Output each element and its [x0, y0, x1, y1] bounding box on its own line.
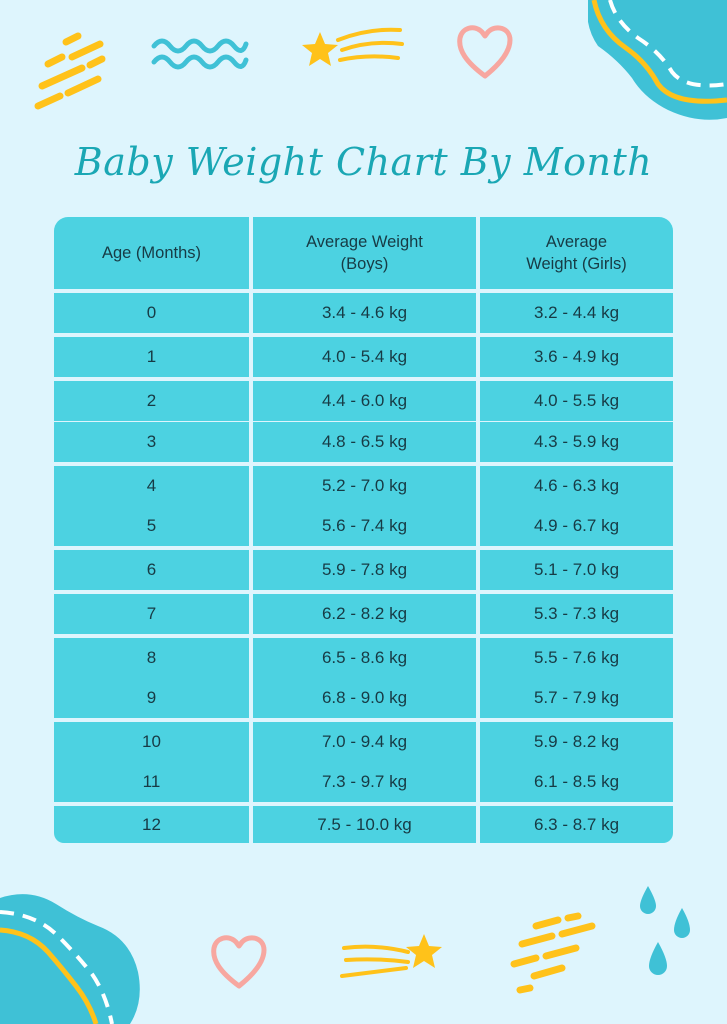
- age-cell: 5: [54, 506, 249, 546]
- age-cell: 4: [54, 466, 249, 506]
- blob-icon: [588, 0, 727, 120]
- age-cell: 11: [54, 762, 249, 802]
- raindrop-icon: [640, 886, 690, 975]
- age-cell: 6: [54, 550, 249, 590]
- table-row: 10 7.0 - 9.4 kg 5.9 - 8.2 kg: [54, 722, 673, 762]
- page-title: Baby Weight Chart By Month: [74, 140, 653, 184]
- table-row: 8 6.5 - 8.6 kg 5.5 - 7.6 kg: [54, 638, 673, 678]
- boys-weight-cell: 6.8 - 9.0 kg: [253, 678, 476, 718]
- wave-icon: [151, 38, 249, 70]
- girls-weight-cell: 3.6 - 4.9 kg: [480, 337, 673, 377]
- boys-weight-cell: 5.6 - 7.4 kg: [253, 506, 476, 546]
- table-row: 12 7.5 - 10.0 kg 6.3 - 8.7 kg: [54, 806, 673, 843]
- table-header-row: Age (Months) Average Weight (Boys) Avera…: [54, 217, 673, 289]
- boys-weight-cell: 4.4 - 6.0 kg: [253, 381, 476, 421]
- boys-weight-cell: 5.9 - 7.8 kg: [253, 550, 476, 590]
- age-cell: 3: [54, 422, 249, 462]
- girls-weight-cell: 4.0 - 5.5 kg: [480, 381, 673, 421]
- girls-weight-cell: 6.3 - 8.7 kg: [480, 806, 673, 843]
- table-row: 9 6.8 - 9.0 kg 5.7 - 7.9 kg: [54, 678, 673, 718]
- table-row: 2 4.4 - 6.0 kg 4.0 - 5.5 kg: [54, 381, 673, 421]
- girls-weight-cell: 5.3 - 7.3 kg: [480, 594, 673, 634]
- girls-weight-cell: 5.7 - 7.9 kg: [480, 678, 673, 718]
- boys-weight-cell: 7.3 - 9.7 kg: [253, 762, 476, 802]
- table-row: 11 7.3 - 9.7 kg 6.1 - 8.5 kg: [54, 762, 673, 802]
- boys-weight-cell: 5.2 - 7.0 kg: [253, 466, 476, 506]
- girls-weight-cell: 4.6 - 6.3 kg: [480, 466, 673, 506]
- girls-weight-cell: 5.1 - 7.0 kg: [480, 550, 673, 590]
- girls-weight-cell: 4.9 - 6.7 kg: [480, 506, 673, 546]
- table-row: 4 5.2 - 7.0 kg 4.6 - 6.3 kg: [54, 466, 673, 506]
- boys-weight-cell: 7.5 - 10.0 kg: [253, 806, 476, 843]
- girls-weight-cell: 4.3 - 5.9 kg: [480, 422, 673, 462]
- table-row: 3 4.8 - 6.5 kg 4.3 - 5.9 kg: [54, 422, 673, 462]
- shooting-star-icon: [340, 934, 442, 978]
- age-cell: 1: [54, 337, 249, 377]
- heart-icon: [211, 935, 267, 989]
- dash-marks-icon: [510, 912, 596, 994]
- girls-weight-cell: 5.5 - 7.6 kg: [480, 638, 673, 678]
- girls-weight-cell: 5.9 - 8.2 kg: [480, 722, 673, 762]
- girls-weight-cell: 3.2 - 4.4 kg: [480, 293, 673, 333]
- blob-icon: [0, 894, 140, 1024]
- boys-weight-cell: 6.2 - 8.2 kg: [253, 594, 476, 634]
- boys-weight-cell: 7.0 - 9.4 kg: [253, 722, 476, 762]
- table-row: 7 6.2 - 8.2 kg 5.3 - 7.3 kg: [54, 594, 673, 634]
- age-cell: 7: [54, 594, 249, 634]
- age-cell: 9: [54, 678, 249, 718]
- boys-weight-cell: 6.5 - 8.6 kg: [253, 638, 476, 678]
- age-cell: 10: [54, 722, 249, 762]
- boys-weight-cell: 3.4 - 4.6 kg: [253, 293, 476, 333]
- table-row: 6 5.9 - 7.8 kg 5.1 - 7.0 kg: [54, 550, 673, 590]
- age-cell: 12: [54, 806, 249, 843]
- age-cell: 0: [54, 293, 249, 333]
- heart-icon: [457, 25, 513, 79]
- table-row: 5 5.6 - 7.4 kg 4.9 - 6.7 kg: [54, 506, 673, 546]
- table-row: 1 4.0 - 5.4 kg 3.6 - 4.9 kg: [54, 337, 673, 377]
- age-cell: 8: [54, 638, 249, 678]
- header-girls: Average Weight (Girls): [480, 217, 673, 289]
- header-boys: Average Weight (Boys): [253, 217, 476, 289]
- weight-table: Age (Months) Average Weight (Boys) Avera…: [54, 217, 673, 843]
- girls-weight-cell: 6.1 - 8.5 kg: [480, 762, 673, 802]
- table-row: 0 3.4 - 4.6 kg 3.2 - 4.4 kg: [54, 293, 673, 333]
- header-age: Age (Months): [54, 217, 249, 289]
- boys-weight-cell: 4.0 - 5.4 kg: [253, 337, 476, 377]
- boys-weight-cell: 4.8 - 6.5 kg: [253, 422, 476, 462]
- shooting-star-icon: [302, 27, 404, 66]
- age-cell: 2: [54, 381, 249, 421]
- dash-marks-icon: [34, 32, 106, 110]
